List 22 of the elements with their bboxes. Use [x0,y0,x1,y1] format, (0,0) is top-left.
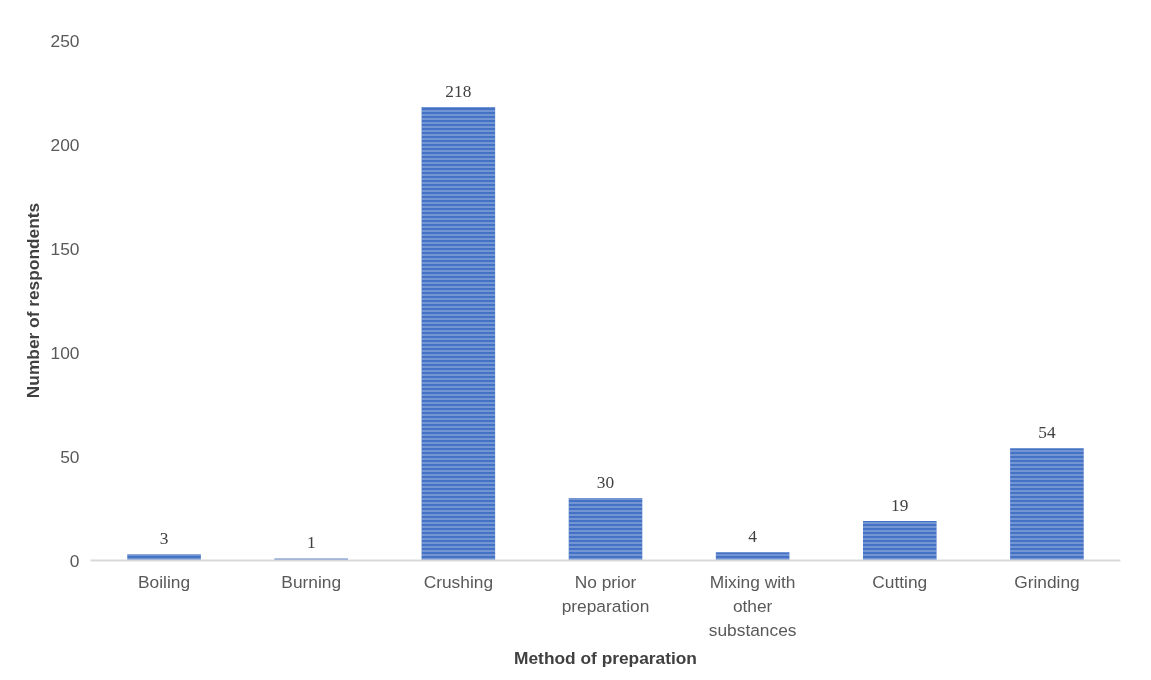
x-axis-title: Method of preparation [514,647,697,668]
y-tick-label: 150 [50,238,80,259]
y-tick-label: 250 [50,30,80,51]
data-label: 1 [306,533,316,553]
data-label: 218 [445,82,472,102]
x-tick-label: Cutting [872,571,928,592]
data-label: 30 [596,473,615,493]
x-tick-label: Burning [281,571,342,592]
data-label: 54 [1038,423,1056,443]
x-tick-label: Crushing [423,571,494,592]
y-tick-label: 200 [50,134,80,155]
data-label: 19 [891,495,909,515]
x-tick-label: Mixing with other substances [708,571,797,640]
x-tick-label: Boiling [138,571,191,592]
x-tick-label: Grinding [1014,571,1080,592]
y-tick-label: 50 [60,446,80,467]
y-axis-title: Number of respondents [22,202,43,399]
x-tick-label: No prior preparation [561,571,650,616]
y-tick-label: 0 [69,550,80,571]
data-label: 3 [159,529,169,549]
y-tick-label: 100 [50,342,80,363]
data-label: 4 [748,527,758,547]
